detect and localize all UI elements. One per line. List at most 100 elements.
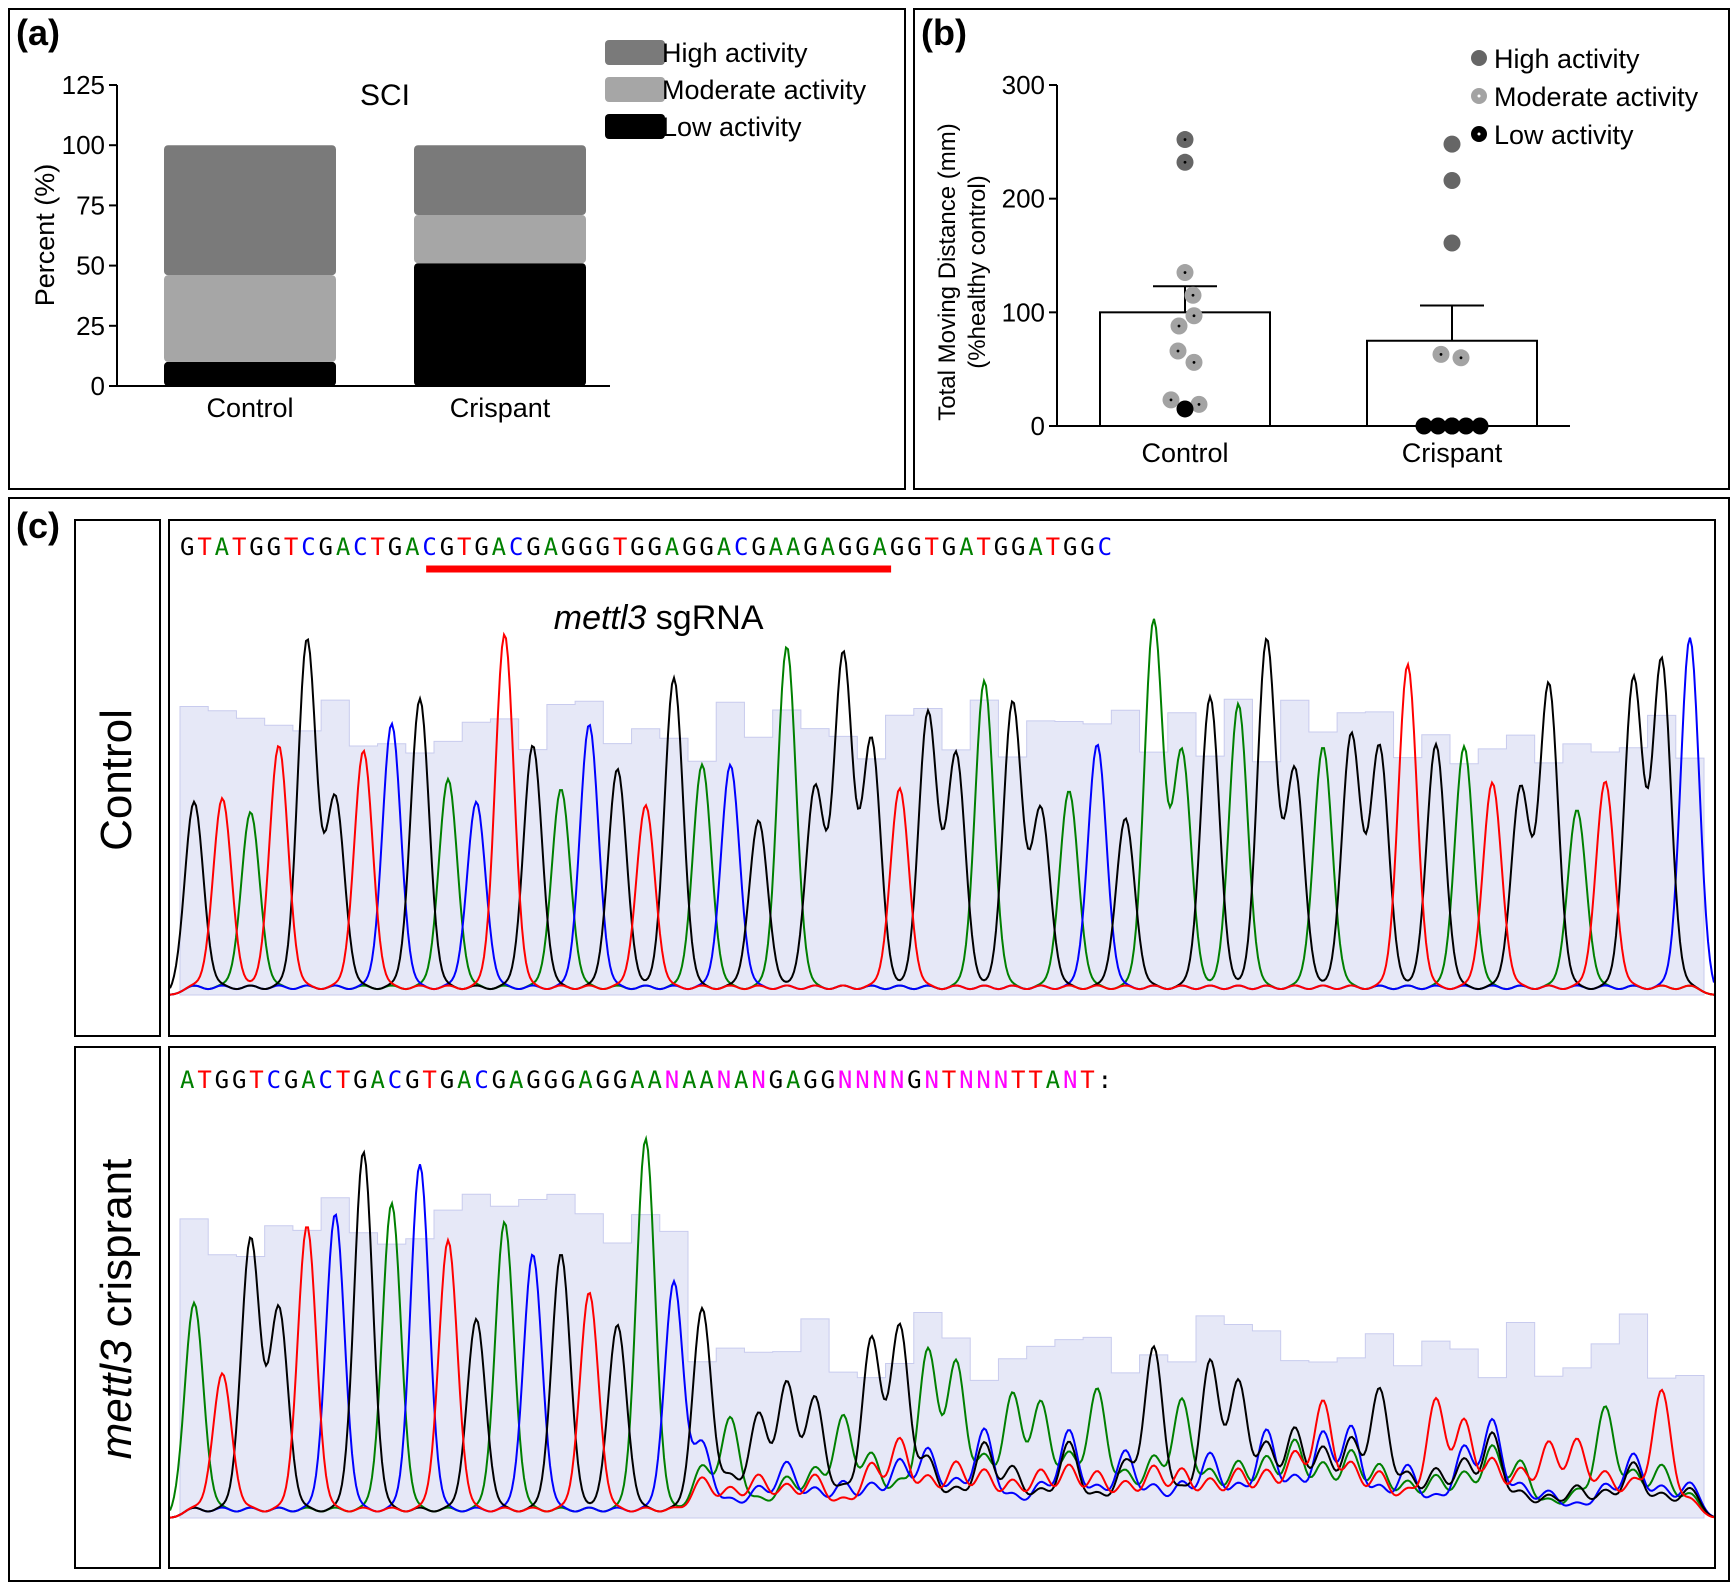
base-call: G [907,1066,925,1094]
base-call: A [716,533,734,561]
base-call: A [578,1066,596,1094]
base-call: G [526,1066,544,1094]
base-call: N [959,1066,977,1094]
base-call: A [214,533,232,561]
base-call: G [751,533,769,561]
base-call: T [1011,1066,1029,1094]
trace-T [170,631,1714,996]
legend-label: High activity [1494,44,1640,74]
base-call: A [630,1066,648,1094]
data-point [1443,135,1461,153]
base-call: N [889,1066,908,1094]
bar-segment [414,263,586,386]
sequence-control: GTATGGTCGACTGACGTGACGAGGGTGGAGGACGAAGAGG… [180,533,1115,561]
legend-swatch [605,40,665,65]
base-call: A [959,533,977,561]
base-call: T [335,1066,354,1094]
legend-label: Moderate activity [1494,82,1699,112]
data-point-center [1183,138,1187,141]
base-call: A [820,533,838,561]
sequence-crisprant: ATGGTCGACTGACGTGACGAGGGAGGAANAANANGAGGNN… [180,1066,1115,1094]
data-point-center [1176,349,1180,353]
base-call: G [595,533,613,561]
base-call: G [474,533,492,561]
base-call: C [387,1066,406,1094]
base-call: G [803,1066,821,1094]
legend-marker-center [1477,94,1481,98]
data-point-center [1459,356,1463,360]
bar-segment [164,361,336,386]
base-call: G [907,533,925,561]
base-call: T [231,533,250,561]
y-tick-label: 300 [1002,70,1045,100]
base-call: T [612,533,631,561]
base-call: A [508,1066,527,1094]
base-call: G [699,533,717,561]
base-call: G [543,1066,561,1094]
panel-b: (b) 0 100 200 300 Total Moving Distance (mm)… [913,8,1730,490]
base-call: A [301,1066,319,1094]
base-call: T [924,533,942,561]
base-call: C [266,1066,284,1094]
base-call: G [612,1066,631,1094]
x-tick-label: Crispant [1402,438,1503,468]
base-call: T [422,1066,440,1094]
base-call: C [422,533,440,561]
data-point [1443,234,1461,252]
y-tick-label: 100 [62,130,105,160]
base-call: G [560,1066,579,1094]
legend-label: Moderate activity [662,75,867,105]
base-call: G [889,533,908,561]
chart-title: SCI [360,79,410,112]
base-call: T [976,533,994,561]
base-call: G [405,1066,423,1094]
panel-b-label: (b) [921,12,967,53]
data-point-center [1177,324,1181,328]
row-label-crisprant: mettl3 crisprant [92,1158,141,1460]
trace-G [170,636,1714,996]
base-call: G [231,1066,250,1094]
base-call: T [1080,1066,1098,1094]
data-point [1443,171,1461,189]
legend-marker [1471,50,1487,66]
data-point [1471,417,1489,435]
base-call: C [474,1066,492,1094]
bar-segment [164,145,336,276]
base-call: G [439,1066,457,1094]
y-axis-label: Percent (%) [30,164,60,307]
base-call: A [180,1066,198,1094]
bar-segment [414,145,586,216]
data-point [1429,417,1447,435]
stacked-bar-chart: 0 25 50 75 100 125 Percent (%) SCI Control Crispa… [30,38,867,423]
base-call: G [630,533,648,561]
panel-c: (c) Control GTATGGTCGACTGACGTGACGAGGGTGG… [8,497,1730,1582]
chromatogram-control: GTATGGTCGACTGACGTGACGAGGGTGGAGGACGAAGAGG… [168,519,1716,1037]
data-point-center [1192,314,1196,318]
base-call: A [1028,533,1046,561]
base-call: C [1097,533,1115,561]
base-call: A [785,1066,804,1094]
base-call: G [1062,533,1081,561]
data-point [1443,417,1461,435]
base-call: : [1097,1066,1115,1094]
legend-label: Low activity [662,112,802,142]
base-call: G [647,533,665,561]
y-tick-label: 50 [76,251,105,281]
scatter-bar-chart: 0 100 200 300 Total Moving Distance (mm) (%he… [934,44,1699,468]
base-call: T [1028,1066,1046,1094]
base-call: N [993,1066,1011,1094]
data-point [1457,417,1475,435]
base-call: G [595,1066,613,1094]
y-tick-label: 25 [76,311,105,341]
base-call: A [734,1066,752,1094]
row-label-box-control: Control [74,519,161,1037]
base-call: T [249,1066,267,1094]
bar-segment [414,215,586,264]
base-call: A [370,1066,388,1094]
base-call: T [197,533,215,561]
base-call: N [837,1066,856,1094]
base-call: A [457,1066,475,1094]
base-call: G [941,533,960,561]
base-call: C [318,1066,336,1094]
base-call: N [872,1066,890,1094]
